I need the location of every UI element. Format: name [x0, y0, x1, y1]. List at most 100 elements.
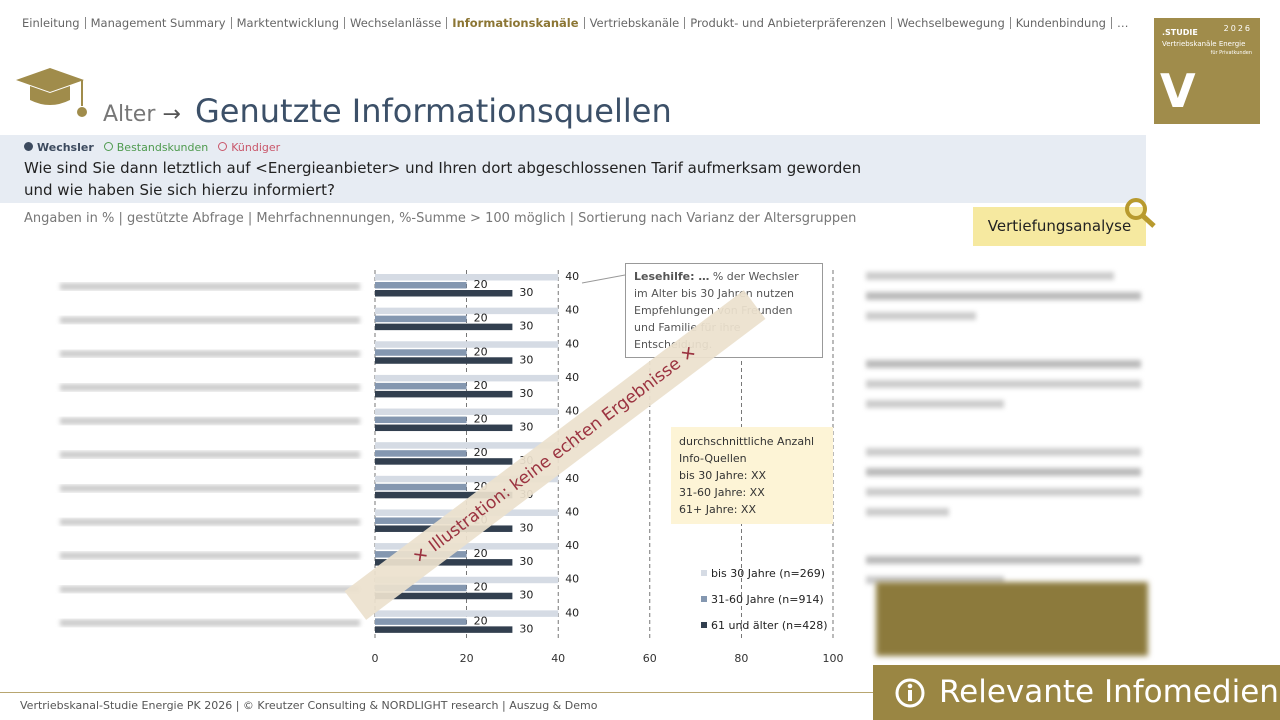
segment-name: Kündiger [231, 141, 281, 154]
logo-line2: für Privatkunden [1210, 50, 1252, 56]
nav-item: Wechselbewegung [891, 17, 1010, 29]
bar [375, 458, 513, 465]
question: Wie sind Sie dann letztlich auf <Energie… [24, 159, 862, 199]
nav-item: Informationskanäle [446, 17, 583, 29]
x-tick-label: 40 [551, 652, 565, 665]
category-label-blur [60, 619, 360, 627]
value-label: 40 [565, 405, 579, 418]
value-label: 30 [519, 387, 533, 400]
logo: .STUDIE 2026 Vertriebskanäle Energie für… [1154, 18, 1260, 124]
value-label: 20 [474, 312, 488, 325]
value-label: 20 [474, 446, 488, 459]
nav: Einleitung Management Summary Marktentwick… [22, 17, 1133, 29]
bar [375, 592, 513, 600]
callout-line [581, 274, 626, 284]
nav-item: Kundenbindung [1009, 17, 1111, 29]
bar [375, 374, 559, 382]
segment-name: Bestandskunden [116, 141, 209, 154]
bar [375, 382, 467, 390]
segment-dot [103, 142, 113, 151]
value-label: 30 [519, 589, 533, 602]
bar [375, 357, 513, 364]
legend-label: bis 30 Jahre (n=269) [711, 567, 825, 580]
bar [375, 517, 467, 524]
value-label: 40 [565, 539, 579, 552]
magnifier [1125, 198, 1156, 228]
segment-name: Wechsler [37, 141, 94, 154]
legend-swatch [701, 570, 707, 576]
segment: Wechsler [24, 141, 94, 154]
value-label: 40 [565, 606, 579, 619]
badge-text: Relevante Infomedien [939, 674, 1279, 710]
value-label: 20 [474, 547, 488, 560]
value-label: 30 [519, 521, 533, 534]
bar [375, 610, 559, 617]
footer: Vertriebskanal-Studie Energie PK 2026 | … [20, 699, 598, 712]
nav-item: Marktentwicklung [230, 17, 344, 29]
average-box: durchschnittliche Anzahl Info-Quellen bis… [671, 427, 833, 524]
category-label-blur [60, 552, 360, 560]
legend-swatch [701, 622, 707, 628]
bar [375, 559, 513, 566]
bar [375, 475, 559, 483]
average-line: bis 30 Jahre: XX [679, 469, 767, 482]
button[interactable]: Vertiefungsanalyse [973, 207, 1146, 246]
bar [375, 543, 559, 550]
value-label: 40 [565, 270, 579, 283]
category-label-blur [60, 350, 360, 358]
badge: Relevante Infomedien [873, 665, 1280, 720]
legend-label: 61 und älter (n=428) [711, 619, 828, 632]
average-line: 31-60 Jahre: XX [679, 486, 765, 499]
bar [375, 416, 467, 424]
legend-label: 31-60 Jahre (n=914) [711, 593, 824, 606]
category-label-blur [60, 316, 360, 324]
bar [375, 576, 559, 584]
logo-year: 2026 [1223, 24, 1252, 33]
segment: Kündiger [218, 141, 280, 154]
nav-item: Vertriebskanäle [583, 17, 685, 29]
cap-icon [16, 68, 87, 117]
value-label: 40 [565, 505, 579, 518]
x-tick-label: 100 [823, 652, 844, 665]
kicker: Alter → [103, 102, 181, 127]
value-label: 20 [474, 278, 488, 291]
x-tick-label: 80 [734, 652, 748, 665]
bar [375, 282, 467, 289]
bar [375, 408, 559, 416]
kicker-text: Alter [103, 102, 156, 127]
bar [375, 491, 513, 499]
value-label: 20 [474, 614, 488, 627]
value-label: 30 [519, 421, 533, 434]
logo-study: .STUDIE [1162, 28, 1198, 37]
value-label: 30 [519, 555, 533, 568]
value-label: 20 [474, 413, 488, 426]
nav-item: Wechselanlässe [344, 17, 446, 29]
category-label-blur [60, 383, 360, 391]
bar [375, 584, 467, 592]
logo-letter: V [1160, 64, 1196, 118]
value-label: 40 [565, 573, 579, 586]
value-label: 40 [565, 371, 579, 384]
bar [375, 323, 513, 331]
blurred-box [876, 582, 1148, 656]
bar [375, 390, 513, 398]
bar [375, 341, 559, 348]
value-label: 40 [565, 472, 579, 485]
value-label: 30 [519, 353, 533, 366]
bar [375, 450, 467, 457]
blurred-text [866, 262, 1141, 584]
title: Genutzte Informationsquellen [195, 92, 672, 130]
chart: 0 20 40 60 80 100 40 20 30 40 20 30 40 20 30 40 20 30 40 20… [60, 270, 844, 665]
x-tick-label: 0 [372, 652, 379, 665]
bar [375, 274, 559, 281]
bar [375, 349, 467, 356]
bar [375, 442, 559, 449]
value-label: 20 [474, 345, 488, 358]
bar [375, 307, 559, 315]
category-label-blur [60, 417, 360, 425]
logo-line1: Vertriebskanäle Energie [1162, 40, 1246, 48]
segment-dot [24, 142, 33, 151]
segment-dot [218, 142, 228, 151]
value-label: 30 [519, 622, 533, 635]
